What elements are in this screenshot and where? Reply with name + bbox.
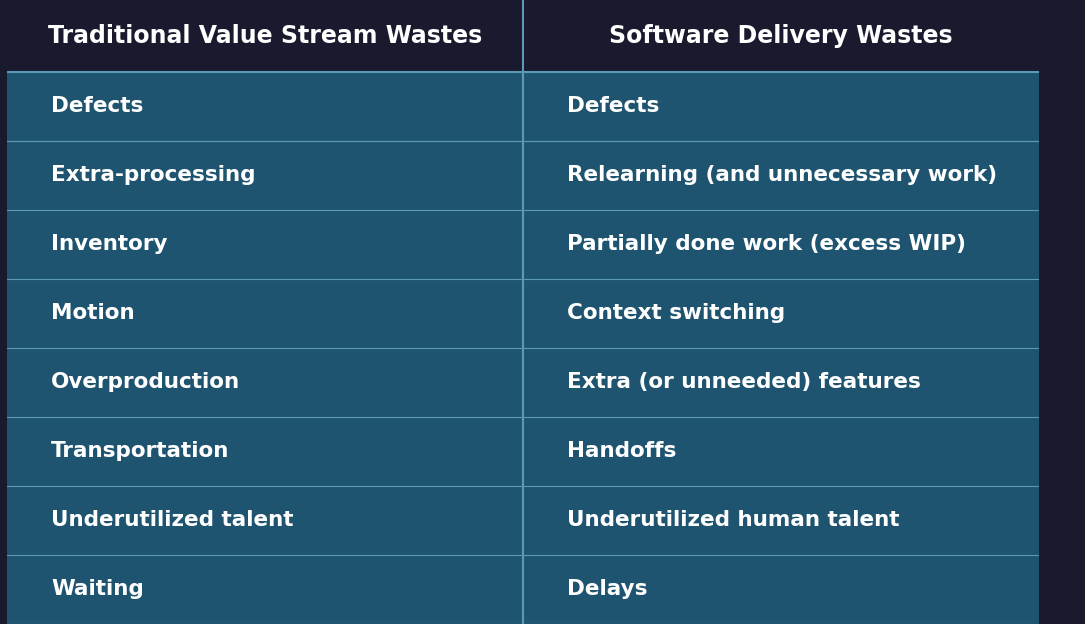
Text: Underutilized talent: Underutilized talent bbox=[51, 510, 294, 530]
Text: Defects: Defects bbox=[567, 96, 660, 116]
FancyBboxPatch shape bbox=[523, 210, 1039, 279]
FancyBboxPatch shape bbox=[523, 555, 1039, 624]
FancyBboxPatch shape bbox=[7, 348, 523, 417]
FancyBboxPatch shape bbox=[7, 279, 523, 348]
Text: Partially done work (excess WIP): Partially done work (excess WIP) bbox=[567, 235, 967, 255]
Text: Underutilized human talent: Underutilized human talent bbox=[567, 510, 899, 530]
FancyBboxPatch shape bbox=[7, 141, 523, 210]
Text: Software Delivery Wastes: Software Delivery Wastes bbox=[610, 24, 953, 48]
FancyBboxPatch shape bbox=[523, 417, 1039, 486]
Text: Overproduction: Overproduction bbox=[51, 373, 241, 392]
FancyBboxPatch shape bbox=[523, 486, 1039, 555]
FancyBboxPatch shape bbox=[7, 72, 523, 141]
FancyBboxPatch shape bbox=[523, 72, 1039, 141]
Text: Transportation: Transportation bbox=[51, 441, 230, 461]
Text: Context switching: Context switching bbox=[567, 303, 786, 323]
FancyBboxPatch shape bbox=[7, 417, 523, 486]
Text: Defects: Defects bbox=[51, 96, 143, 116]
FancyBboxPatch shape bbox=[523, 348, 1039, 417]
Text: Motion: Motion bbox=[51, 303, 135, 323]
FancyBboxPatch shape bbox=[523, 279, 1039, 348]
Text: Relearning (and unnecessary work): Relearning (and unnecessary work) bbox=[567, 165, 997, 185]
FancyBboxPatch shape bbox=[7, 555, 523, 624]
FancyBboxPatch shape bbox=[523, 141, 1039, 210]
Text: Extra-processing: Extra-processing bbox=[51, 165, 256, 185]
Text: Waiting: Waiting bbox=[51, 580, 144, 600]
FancyBboxPatch shape bbox=[7, 0, 1039, 72]
Text: Extra (or unneeded) features: Extra (or unneeded) features bbox=[567, 373, 921, 392]
Text: Traditional Value Stream Wastes: Traditional Value Stream Wastes bbox=[48, 24, 482, 48]
FancyBboxPatch shape bbox=[7, 486, 523, 555]
Text: Handoffs: Handoffs bbox=[567, 441, 677, 461]
FancyBboxPatch shape bbox=[7, 210, 523, 279]
Text: Delays: Delays bbox=[567, 580, 648, 600]
Text: Inventory: Inventory bbox=[51, 235, 168, 255]
